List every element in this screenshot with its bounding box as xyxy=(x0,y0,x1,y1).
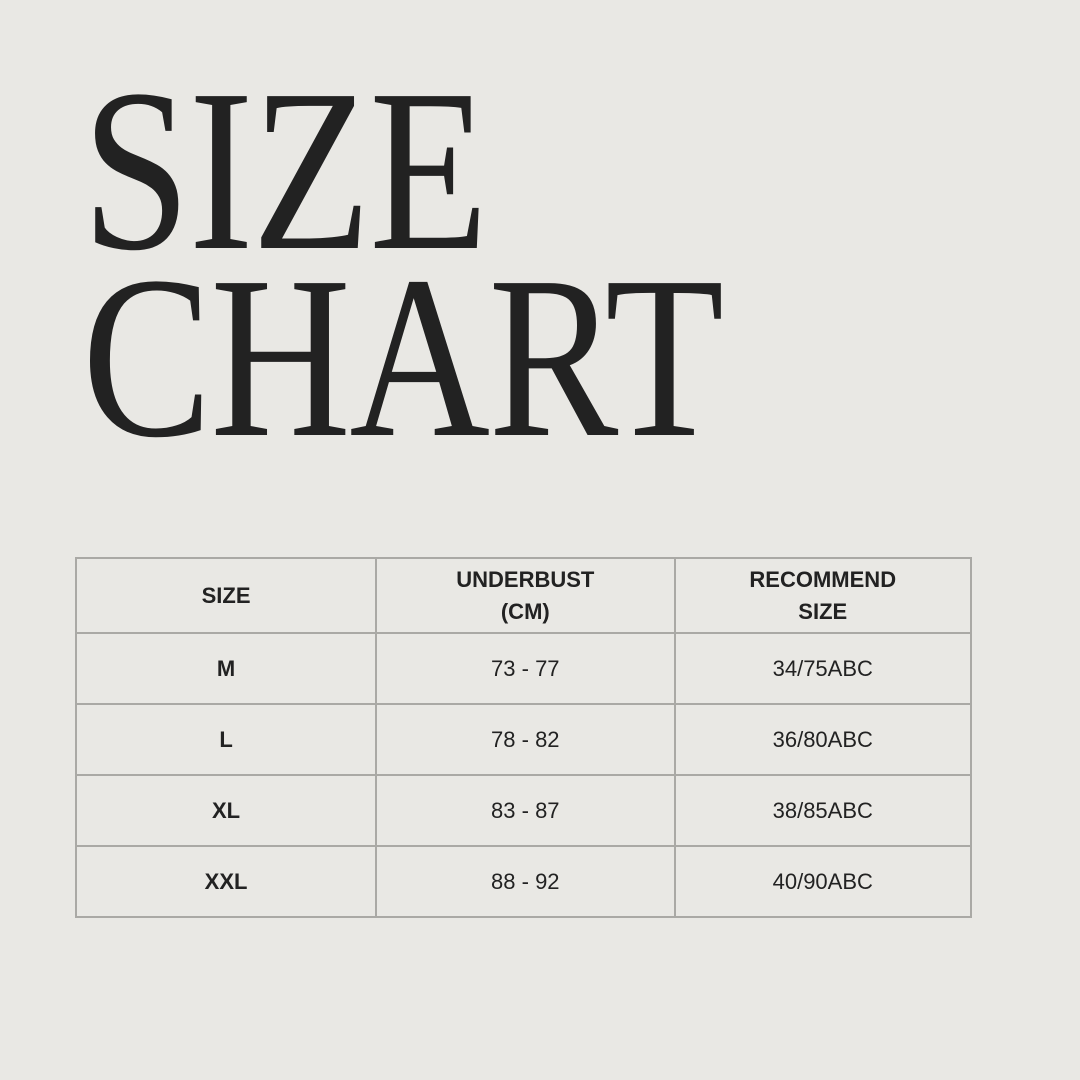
cell-recommend: 34/75ABC xyxy=(673,632,973,705)
title-line-2: CHART xyxy=(82,229,724,486)
table-row: M 73 - 77 34/75ABC xyxy=(74,632,973,705)
table-row: XL 83 - 87 38/85ABC xyxy=(74,774,973,847)
cell-size: L xyxy=(74,703,378,776)
header-recommend-line1: RECOMMEND xyxy=(749,566,897,592)
cell-recommend: 40/90ABC xyxy=(673,845,973,918)
header-recommend-line2: SIZE xyxy=(798,598,848,624)
cell-underbust: 83 - 87 xyxy=(375,774,676,847)
cell-size: M xyxy=(74,632,378,705)
cell-recommend: 38/85ABC xyxy=(673,774,973,847)
header-size-label: SIZE xyxy=(201,582,251,608)
cell-recommend: 36/80ABC xyxy=(673,703,973,776)
cell-size: XL xyxy=(74,774,378,847)
table-header-row: SIZE UNDERBUST (CM) RECOMMEND SIZE xyxy=(74,557,973,634)
header-size: SIZE xyxy=(74,557,378,634)
cell-underbust: 73 - 77 xyxy=(375,632,676,705)
cell-size: XXL xyxy=(74,845,378,918)
table-row: XXL 88 - 92 40/90ABC xyxy=(74,845,973,918)
table-row: L 78 - 82 36/80ABC xyxy=(74,703,973,776)
title-line-1: SIZE xyxy=(82,42,488,299)
header-underbust: UNDERBUST (CM) xyxy=(375,557,676,634)
header-recommend: RECOMMEND SIZE xyxy=(673,557,973,634)
header-underbust-line1: UNDERBUST xyxy=(456,566,595,592)
header-underbust-line2: (CM) xyxy=(500,598,550,624)
cell-underbust: 88 - 92 xyxy=(375,845,676,918)
size-table: SIZE UNDERBUST (CM) RECOMMEND SIZE M 73 - … xyxy=(74,557,973,918)
cell-underbust: 78 - 82 xyxy=(375,703,676,776)
